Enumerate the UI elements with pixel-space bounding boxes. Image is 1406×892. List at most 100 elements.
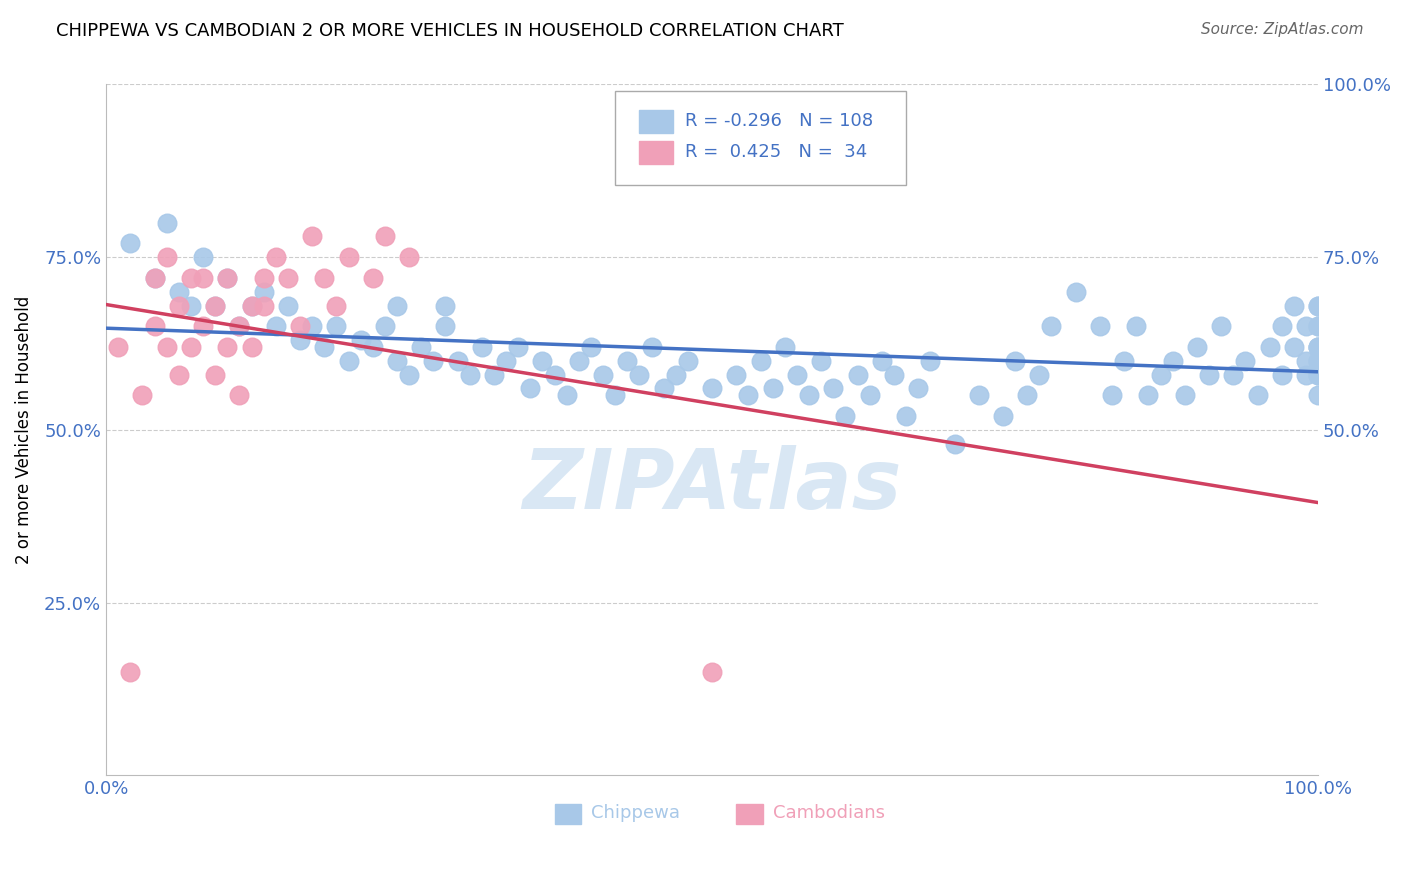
Point: [907, 381, 929, 395]
Point: [1211, 319, 1233, 334]
Point: [1308, 368, 1330, 382]
Point: [834, 409, 856, 423]
Point: [1308, 388, 1330, 402]
Point: [361, 340, 384, 354]
Point: [314, 271, 336, 285]
Point: [191, 271, 214, 285]
Point: [143, 271, 166, 285]
Point: [143, 319, 166, 334]
Point: [665, 368, 688, 382]
Point: [531, 354, 554, 368]
Point: [1308, 340, 1330, 354]
Point: [1040, 319, 1063, 334]
Point: [277, 299, 299, 313]
Point: [1004, 354, 1026, 368]
Point: [167, 368, 190, 382]
Point: [1246, 388, 1268, 402]
Point: [1185, 340, 1208, 354]
Point: [253, 299, 276, 313]
Point: [398, 368, 420, 382]
Point: [204, 368, 226, 382]
Point: [991, 409, 1014, 423]
Point: [434, 299, 457, 313]
Point: [374, 229, 396, 244]
Point: [568, 354, 591, 368]
Point: [1308, 299, 1330, 313]
Point: [1088, 319, 1111, 334]
Point: [337, 354, 360, 368]
Point: [156, 216, 179, 230]
Bar: [640, 141, 673, 164]
Text: CHIPPEWA VS CAMBODIAN 2 OR MORE VEHICLES IN HOUSEHOLD CORRELATION CHART: CHIPPEWA VS CAMBODIAN 2 OR MORE VEHICLES…: [56, 22, 844, 40]
Point: [823, 381, 845, 395]
Point: [1017, 388, 1039, 402]
Point: [253, 285, 276, 299]
Point: [555, 388, 578, 402]
Point: [240, 340, 263, 354]
Point: [217, 271, 239, 285]
Point: [253, 271, 276, 285]
Point: [385, 354, 408, 368]
Point: [385, 299, 408, 313]
Point: [482, 368, 505, 382]
Point: [458, 368, 481, 382]
Point: [1308, 354, 1330, 368]
Point: [1308, 340, 1330, 354]
Point: [277, 271, 299, 285]
Point: [1258, 340, 1281, 354]
Point: [240, 299, 263, 313]
Point: [1222, 368, 1244, 382]
Point: [1295, 354, 1317, 368]
Point: [264, 250, 287, 264]
Point: [288, 319, 311, 334]
Point: [967, 388, 990, 402]
Point: [1114, 354, 1136, 368]
Point: [1271, 368, 1294, 382]
Point: [1174, 388, 1197, 402]
Point: [180, 340, 202, 354]
Point: [1101, 388, 1123, 402]
Point: [870, 354, 893, 368]
Point: [859, 388, 882, 402]
Point: [725, 368, 748, 382]
Point: [943, 436, 966, 450]
Point: [167, 299, 190, 313]
Point: [240, 299, 263, 313]
Y-axis label: 2 or more Vehicles in Household: 2 or more Vehicles in Household: [15, 296, 32, 564]
Point: [349, 333, 371, 347]
Point: [1308, 299, 1330, 313]
Point: [167, 285, 190, 299]
Text: Chippewa: Chippewa: [591, 805, 681, 822]
Bar: [737, 805, 763, 824]
Bar: [554, 805, 581, 824]
Point: [640, 340, 662, 354]
Point: [180, 299, 202, 313]
Bar: [640, 110, 673, 133]
Point: [325, 299, 347, 313]
Point: [1198, 368, 1220, 382]
Point: [204, 299, 226, 313]
Point: [519, 381, 541, 395]
Point: [374, 319, 396, 334]
Point: [180, 271, 202, 285]
Point: [700, 381, 723, 395]
Point: [301, 229, 323, 244]
Point: [471, 340, 494, 354]
Point: [579, 340, 602, 354]
Point: [191, 319, 214, 334]
Point: [1308, 319, 1330, 334]
Point: [495, 354, 517, 368]
Point: [1295, 368, 1317, 382]
Point: [398, 250, 420, 264]
Point: [1308, 368, 1330, 382]
Point: [156, 250, 179, 264]
Point: [411, 340, 433, 354]
Point: [676, 354, 699, 368]
Text: R =  0.425   N =  34: R = 0.425 N = 34: [686, 143, 868, 161]
Point: [1308, 340, 1330, 354]
Text: Cambodians: Cambodians: [773, 805, 884, 822]
Point: [846, 368, 869, 382]
Point: [1282, 340, 1305, 354]
Point: [314, 340, 336, 354]
Point: [288, 333, 311, 347]
